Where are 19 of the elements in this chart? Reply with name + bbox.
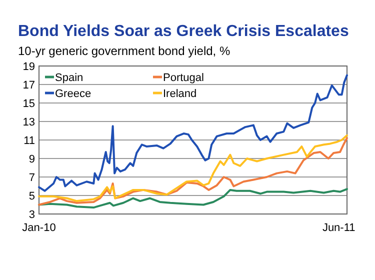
y-tick-label: 5 [28, 190, 35, 202]
y-tick-label: 13 [22, 116, 35, 128]
y-tick-label: 17 [22, 80, 35, 92]
legend-label: Spain [55, 72, 84, 84]
y-tick-label: 19 [22, 61, 35, 73]
line-series [38, 188, 348, 209]
legend-label: Greece [55, 88, 92, 100]
chart-subtitle: 10-yr generic government bond yield, % [18, 44, 230, 58]
y-tick-label: 7 [28, 172, 35, 184]
chart-title: Bond Yields Soar as Greek Crisis Escalates [18, 23, 349, 40]
y-tick-label: 15 [22, 98, 35, 110]
y-tick-label: 11 [24, 135, 35, 147]
y-tick-label: 9 [28, 154, 35, 166]
x-tick-label: Jun-11 [322, 222, 356, 234]
y-tick-label: 3 [28, 209, 35, 221]
legend-label: Ireland [163, 88, 197, 100]
x-tick-label: Jan-10 [22, 222, 56, 234]
legend-label: Portugal [163, 72, 204, 84]
line-series [38, 74, 348, 192]
